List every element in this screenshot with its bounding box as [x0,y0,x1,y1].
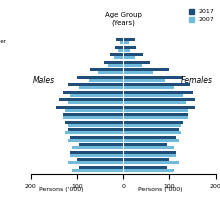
Bar [72,146,123,149]
Bar [63,116,123,119]
Text: Persons ('000): Persons ('000) [138,187,183,192]
Bar [123,121,183,124]
Bar [123,166,167,169]
Bar [123,46,136,49]
Bar [123,136,176,139]
Bar [104,61,123,64]
Bar [68,161,123,164]
Bar [123,83,190,86]
Legend: 2017, 2007: 2017, 2007 [189,9,214,22]
Bar [123,98,195,101]
Bar [115,46,123,49]
Bar [68,139,123,142]
Bar [123,94,183,97]
Bar [59,98,123,101]
Bar [108,64,123,67]
Bar [123,128,179,131]
Bar [79,166,123,169]
Bar [79,86,123,89]
Bar [123,158,169,161]
Text: Age Group
(Years): Age Group (Years) [105,12,142,26]
Bar [123,76,183,79]
Text: Males: Males [33,76,55,85]
Bar [116,38,123,41]
Bar [66,131,123,134]
Bar [119,41,123,44]
Bar [88,79,123,82]
Bar [123,91,192,94]
Bar [98,71,123,74]
Bar [70,94,123,97]
Bar [123,124,181,127]
Bar [123,131,181,134]
Bar [123,61,150,64]
Bar [123,113,188,116]
Bar [123,71,153,74]
Bar [123,146,174,149]
Bar [90,68,123,71]
Bar [123,154,176,157]
Bar [79,143,123,146]
Bar [66,121,123,124]
Bar [68,101,123,104]
Bar [123,53,143,56]
Bar [123,49,130,52]
Bar [70,154,123,157]
Bar [68,128,123,131]
Bar [123,169,174,172]
Bar [70,136,123,139]
Bar [56,106,123,109]
Bar [77,158,123,161]
Bar [123,68,169,71]
Bar [123,79,165,82]
Bar [110,53,123,56]
Bar [77,76,123,79]
Bar [123,38,135,41]
Bar [123,139,179,142]
Text: Persons ('000): Persons ('000) [39,187,84,192]
Bar [70,151,123,154]
Bar [66,109,123,112]
Bar [68,124,123,127]
Bar [123,101,186,104]
Bar [123,151,176,154]
Bar [123,106,195,109]
Bar [123,86,174,89]
Bar [123,109,188,112]
Bar [72,169,123,172]
Bar [63,91,123,94]
Bar [118,49,123,52]
Bar [123,56,135,59]
Bar [123,41,129,44]
Bar [123,161,179,164]
Bar [68,83,123,86]
Bar [123,116,188,119]
Bar [123,143,167,146]
Bar [63,113,123,116]
Text: Females: Females [181,76,213,85]
Bar [114,56,123,59]
Bar [123,64,142,67]
